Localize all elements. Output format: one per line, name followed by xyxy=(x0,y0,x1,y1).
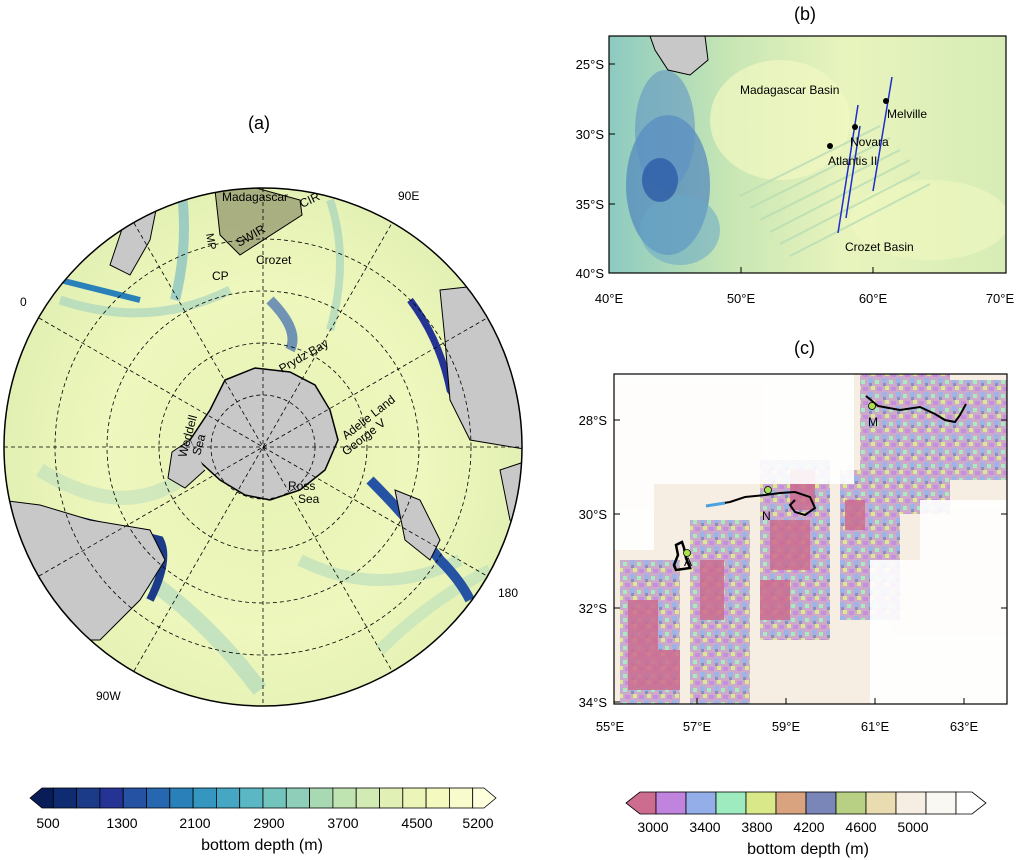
c-xtick-59e: 59°E xyxy=(772,719,801,734)
c-ytick-32s: 32°S xyxy=(579,601,608,616)
colorbar-left-cell-11 xyxy=(285,787,310,809)
cbl-tick-1300: 1300 xyxy=(106,815,137,831)
colorbar-right-cell-10 xyxy=(925,791,957,815)
b-ytick-35s: 35°S xyxy=(576,197,605,212)
colorbar-left-cell-7 xyxy=(192,787,217,809)
lon-label-180: 180 xyxy=(498,586,518,600)
label-ross: Ross xyxy=(288,479,315,493)
colorbar-right-cell-1 xyxy=(655,791,687,815)
label-mp: MP xyxy=(203,232,218,250)
c-ytick-34s: 34°S xyxy=(579,695,608,710)
b-xtick-40e: 40°E xyxy=(595,291,624,306)
colorbar-left-cell-10 xyxy=(262,787,287,809)
panel-a-polar-map: Madagascar CIR MP SWIR Crozet CP Prydz B… xyxy=(3,187,523,707)
c-xtick-63e: 63°E xyxy=(950,719,979,734)
colorbar-right-cell-2 xyxy=(685,791,717,815)
colorbar-left-cells xyxy=(29,787,497,809)
colorbar-left-cell-17 xyxy=(425,787,450,809)
colorbar-right: 3000 3400 3800 4200 4600 5000 bottom dep… xyxy=(625,791,987,858)
c-xtick-57e: 57°E xyxy=(683,719,712,734)
panel-b-label: (b) xyxy=(794,4,816,24)
site-label-m: M xyxy=(868,415,878,429)
colorbar-left-cell-16 xyxy=(402,787,427,809)
b-ytick-30s: 30°S xyxy=(576,127,605,142)
label-madagascar: Madagascar xyxy=(222,190,288,204)
colorbar-left-cell-19 xyxy=(472,787,497,809)
b-ytick-40s: 40°S xyxy=(576,266,605,281)
colorbar-right-cell-8 xyxy=(865,791,897,815)
colorbar-left-cell-3 xyxy=(99,787,124,809)
label-melville: Melville xyxy=(887,107,927,121)
panel-c-label: (c) xyxy=(794,338,815,358)
lon-label-90w: 90W xyxy=(96,689,121,703)
colorbar-left-cell-12 xyxy=(309,787,334,809)
colorbar-right-cell-3 xyxy=(715,791,747,815)
site-label-n: N xyxy=(762,509,771,523)
panel-c-detail-map: M N A 28°S 30°S 32°S 34°S 55°E 57°E 59°E… xyxy=(579,373,1008,734)
c-ytick-28s: 28°S xyxy=(579,413,608,428)
b-xtick-60e: 60°E xyxy=(859,291,888,306)
colorbar-right-title: bottom depth (m) xyxy=(747,841,869,858)
colorbar-left-cell-0 xyxy=(29,787,54,809)
colorbar-right-cell-0 xyxy=(625,791,657,815)
lon-label-90e: 90E xyxy=(398,189,419,203)
colorbar-left-cell-1 xyxy=(52,787,77,809)
b-xtick-50e: 50°E xyxy=(727,291,756,306)
colorbar-right-cell-6 xyxy=(805,791,837,815)
panel-a-label: (a) xyxy=(248,113,270,133)
cbl-tick-500: 500 xyxy=(36,815,60,831)
colorbar-left-cell-2 xyxy=(76,787,101,809)
cbl-tick-4500: 4500 xyxy=(401,815,432,831)
label-madagascar-basin: Madagascar Basin xyxy=(740,83,839,97)
colorbar-left: 500 1300 2100 2900 3700 4500 5200 bottom… xyxy=(29,787,497,854)
lon-label-0: 0 xyxy=(20,295,27,309)
colorbar-left-cell-13 xyxy=(332,787,357,809)
cbl-tick-2100: 2100 xyxy=(179,815,210,831)
colorbar-right-cells xyxy=(625,791,987,815)
label-crozet: Crozet xyxy=(256,253,292,267)
c-xtick-61e: 61°E xyxy=(861,719,890,734)
c-xtick-55e: 55°E xyxy=(596,719,625,734)
cbr-tick-3800: 3800 xyxy=(741,819,772,835)
colorbar-left-cell-8 xyxy=(215,787,241,809)
cbl-tick-3700: 3700 xyxy=(327,815,358,831)
panel-b-regional-map: Madagascar Basin Melville Novara Atlanti… xyxy=(576,35,1015,306)
site-label-a: A xyxy=(684,555,692,569)
cbr-tick-3000: 3000 xyxy=(637,819,668,835)
colorbar-left-cell-18 xyxy=(448,787,474,809)
b-ytick-25s: 25°S xyxy=(576,57,605,72)
colorbar-left-cell-4 xyxy=(122,787,147,809)
cbl-tick-2900: 2900 xyxy=(253,815,284,831)
colorbar-right-cell-9 xyxy=(895,791,927,815)
cbr-tick-5000: 5000 xyxy=(897,819,928,835)
colorbar-right-cell-4 xyxy=(745,791,777,815)
colorbar-left-cell-14 xyxy=(355,787,380,809)
label-crozet-basin: Crozet Basin xyxy=(845,240,914,254)
colorbar-left-cell-5 xyxy=(146,787,171,809)
colorbar-right-cell-5 xyxy=(775,791,807,815)
c-ytick-30s: 30°S xyxy=(579,507,608,522)
label-atlantis-ii: Atlantis II xyxy=(828,154,877,168)
label-ross-sea: Sea xyxy=(298,492,320,506)
colorbar-left-cell-15 xyxy=(379,787,404,809)
cbr-tick-3400: 3400 xyxy=(689,819,720,835)
colorbar-right-cell-11 xyxy=(955,791,987,815)
label-cp: CP xyxy=(212,269,229,283)
colorbar-right-cell-7 xyxy=(835,791,867,815)
b-xtick-70e: 70°E xyxy=(986,291,1015,306)
colorbar-left-cell-9 xyxy=(239,787,264,809)
label-novara: Novara xyxy=(850,135,889,149)
colorbar-left-title: bottom depth (m) xyxy=(201,837,323,854)
cbl-tick-5200: 5200 xyxy=(462,815,493,831)
label-weddell-sea: Sea xyxy=(189,432,208,457)
cbr-tick-4600: 4600 xyxy=(845,819,876,835)
colorbar-left-cell-6 xyxy=(169,787,194,809)
cbr-tick-4200: 4200 xyxy=(793,819,824,835)
